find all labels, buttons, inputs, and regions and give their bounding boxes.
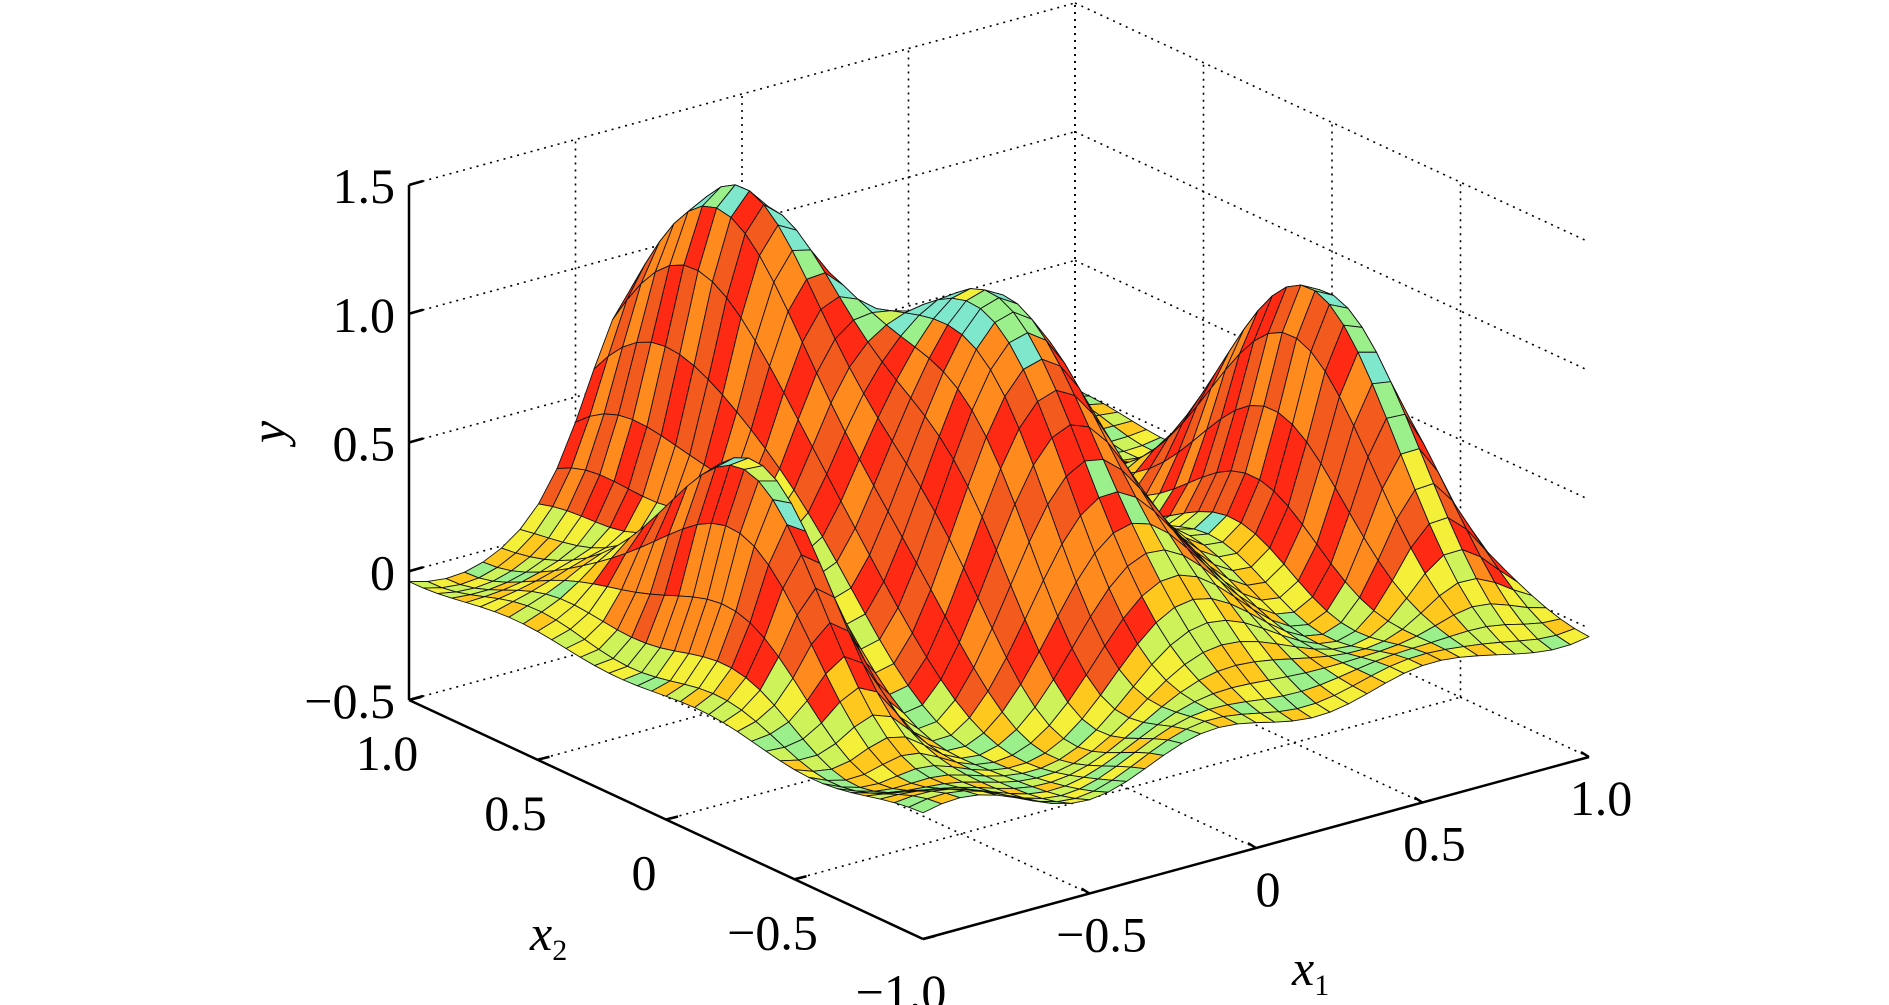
wall-gridline (408, 130, 1076, 315)
y-tick (408, 566, 424, 573)
floor-gridline (794, 696, 1461, 881)
x1-label-base: x (1291, 940, 1314, 996)
surface-patch (908, 798, 942, 814)
x1-tick-label: 0 (1256, 861, 1281, 917)
x1-tick-label: −0.5 (1056, 907, 1147, 963)
x1-tick (1580, 750, 1590, 759)
x2-tick-label: −0.5 (727, 904, 818, 960)
x1-tick-label: 1.0 (1570, 770, 1633, 826)
y-tick-label: 0.5 (333, 416, 396, 472)
wall-gridline (408, 2, 1076, 186)
y-tick-label: 0 (370, 544, 395, 600)
x2-label-base: x (529, 905, 552, 961)
y-tick-label: 1.0 (333, 287, 396, 343)
x2-tick-label: 0 (632, 845, 657, 901)
y-tick (408, 437, 424, 444)
x2-axis-label: x2 (529, 905, 567, 967)
x2-tick (794, 875, 807, 881)
axis-labels: y x2 x1 1.51.00.50−0.51.00.50−0.5−1.0−0.… (240, 158, 1632, 1005)
x2-tick (922, 934, 936, 941)
x1-tick (1080, 887, 1091, 895)
x1-tick (1413, 796, 1424, 804)
x1-tick-label: 0.5 (1403, 816, 1466, 872)
surface (408, 184, 1590, 814)
y-axis-label: y (240, 420, 296, 448)
x2-tick (537, 755, 550, 761)
axes (407, 179, 1590, 941)
x2-tick (408, 695, 422, 702)
x2-tick-label: −1.0 (856, 964, 947, 1005)
x2-tick-label: 0.5 (484, 785, 547, 841)
x1-label-subscript: 1 (1314, 969, 1329, 1002)
y-tick (408, 179, 424, 187)
y-tick (408, 308, 424, 315)
x1-axis-label: x1 (1291, 940, 1329, 1002)
x1-tick (1247, 841, 1257, 850)
x2-tick (665, 815, 679, 821)
x2-tick-label: 1.0 (356, 725, 419, 781)
x2-label-subscript: 2 (552, 934, 567, 967)
y-tick-label: −0.5 (304, 673, 395, 729)
y-tick-label: 1.5 (333, 158, 396, 214)
wall-gridline (1074, 2, 1590, 243)
